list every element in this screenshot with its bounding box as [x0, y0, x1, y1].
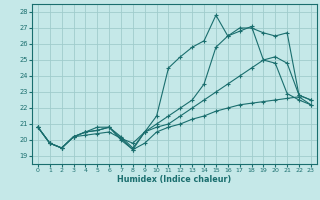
X-axis label: Humidex (Indice chaleur): Humidex (Indice chaleur): [117, 175, 232, 184]
